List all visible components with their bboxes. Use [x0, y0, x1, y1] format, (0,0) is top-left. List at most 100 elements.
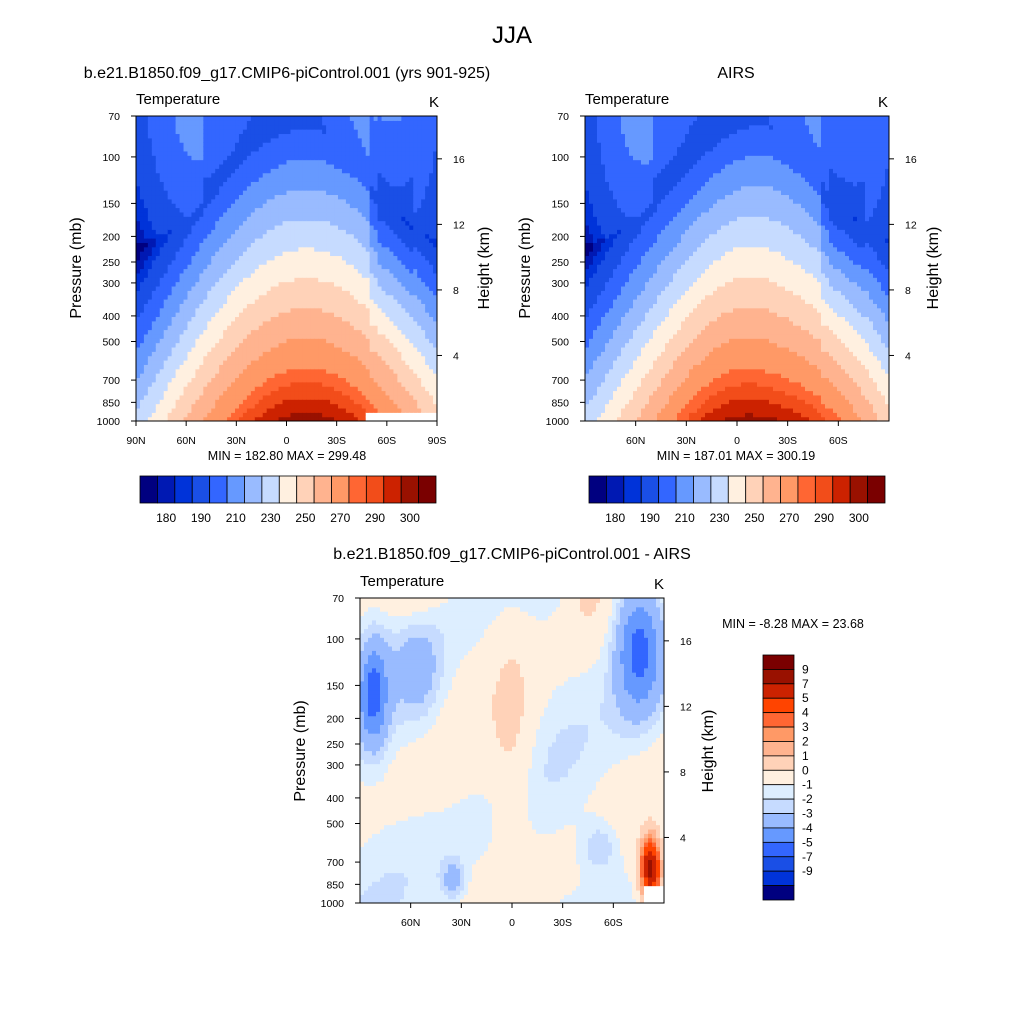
contour-cell: [334, 238, 339, 243]
contour-cell: [318, 129, 323, 135]
contour-cell: [195, 198, 200, 204]
contour-cell: [211, 312, 216, 318]
contour-cell: [361, 290, 367, 296]
contour-cell: [310, 346, 315, 352]
contour-cell: [262, 137, 268, 143]
contour-cell: [361, 203, 367, 209]
contour-cell: [318, 268, 323, 274]
contour-cell: [227, 412, 232, 418]
contour-cell: [203, 163, 208, 169]
contour-cell: [151, 198, 157, 204]
contour-cell: [136, 351, 141, 357]
contour-cell: [227, 403, 232, 409]
contour-cell: [163, 299, 169, 304]
contour-cell: [183, 381, 189, 387]
contour-cell: [282, 116, 288, 121]
contour-cell: [238, 320, 244, 326]
contour-cell: [143, 346, 149, 352]
contour-cell: [207, 325, 212, 331]
contour-cell: [274, 364, 280, 370]
contour-cell: [341, 224, 347, 230]
contour-cell: [235, 303, 240, 309]
contour-cell: [349, 333, 355, 339]
contour-cell: [413, 120, 418, 126]
contour-cell: [349, 146, 355, 152]
contour-cell: [223, 351, 228, 357]
contour-cell: [179, 342, 185, 348]
contour-cell: [290, 294, 296, 300]
contour-cell: [361, 120, 367, 126]
contour-cell: [310, 255, 315, 261]
contour-cell: [322, 259, 327, 265]
contour-cell: [409, 198, 414, 204]
contour-cell: [322, 177, 327, 182]
contour-cell: [258, 216, 264, 222]
contour-cell: [258, 368, 264, 374]
contour-cell: [191, 416, 197, 421]
contour-cell: [250, 346, 256, 352]
contour-cell: [147, 220, 153, 226]
contour-cell: [183, 255, 189, 261]
contour-cell: [191, 390, 197, 396]
contour-cell: [326, 346, 331, 352]
contour-cell: [266, 351, 272, 357]
contour-cell: [223, 172, 228, 178]
contour-cell: [413, 377, 418, 383]
contour-cell: [361, 264, 367, 270]
contour-cell: [381, 390, 387, 396]
contour-cell: [235, 216, 240, 222]
contour-cell: [373, 238, 379, 243]
contour-cell: [258, 172, 264, 178]
contour-cell: [381, 320, 387, 326]
contour-cell: [345, 259, 351, 265]
contour-cell: [238, 272, 244, 278]
contour-cell: [278, 399, 284, 405]
contour-cell: [183, 220, 189, 226]
contour-cell: [167, 390, 173, 396]
contour-cell: [262, 290, 268, 296]
contour-cell: [155, 129, 161, 135]
contour-cell: [381, 412, 387, 418]
contour-cell: [183, 181, 189, 187]
contour-cell: [274, 281, 280, 287]
contour-cell: [353, 412, 359, 418]
contour-cell: [179, 299, 185, 304]
contour-cell: [187, 368, 193, 374]
contour-cell: [143, 133, 149, 139]
contour-cell: [151, 177, 157, 182]
contour-cell: [365, 238, 371, 243]
contour-cell: [298, 377, 303, 383]
contour-cell: [306, 216, 311, 222]
contour-cell: [167, 181, 173, 187]
contour-cell: [381, 194, 387, 200]
contour-cell: [286, 268, 292, 274]
contour-cell: [139, 259, 145, 265]
contour-cell: [322, 159, 327, 165]
contour-cell: [147, 268, 153, 274]
contour-cell: [417, 355, 422, 361]
contour-cell: [286, 403, 292, 409]
contour-cell: [151, 355, 157, 361]
contour-cell: [306, 399, 311, 405]
contour-cell: [337, 220, 343, 226]
contour-cell: [337, 325, 343, 331]
contour-cell: [353, 177, 359, 182]
contour-cell: [337, 368, 343, 374]
contour-cell: [405, 390, 410, 396]
contour-cell: [349, 386, 355, 392]
contour-cell: [246, 329, 252, 335]
contour-cell: [179, 150, 185, 156]
contour-cell: [191, 229, 197, 235]
contour-cell: [361, 373, 367, 379]
contour-cell: [298, 303, 303, 309]
contour-cell: [151, 203, 157, 209]
contour-cell: [227, 185, 232, 191]
contour-cell: [361, 285, 367, 291]
contour-cell: [385, 129, 391, 135]
contour-cell: [262, 163, 268, 169]
contour-cell: [242, 194, 248, 200]
contour-cell: [187, 416, 193, 421]
contour-cell: [155, 351, 161, 357]
contour-cell: [334, 198, 339, 204]
contour-cell: [365, 198, 371, 204]
